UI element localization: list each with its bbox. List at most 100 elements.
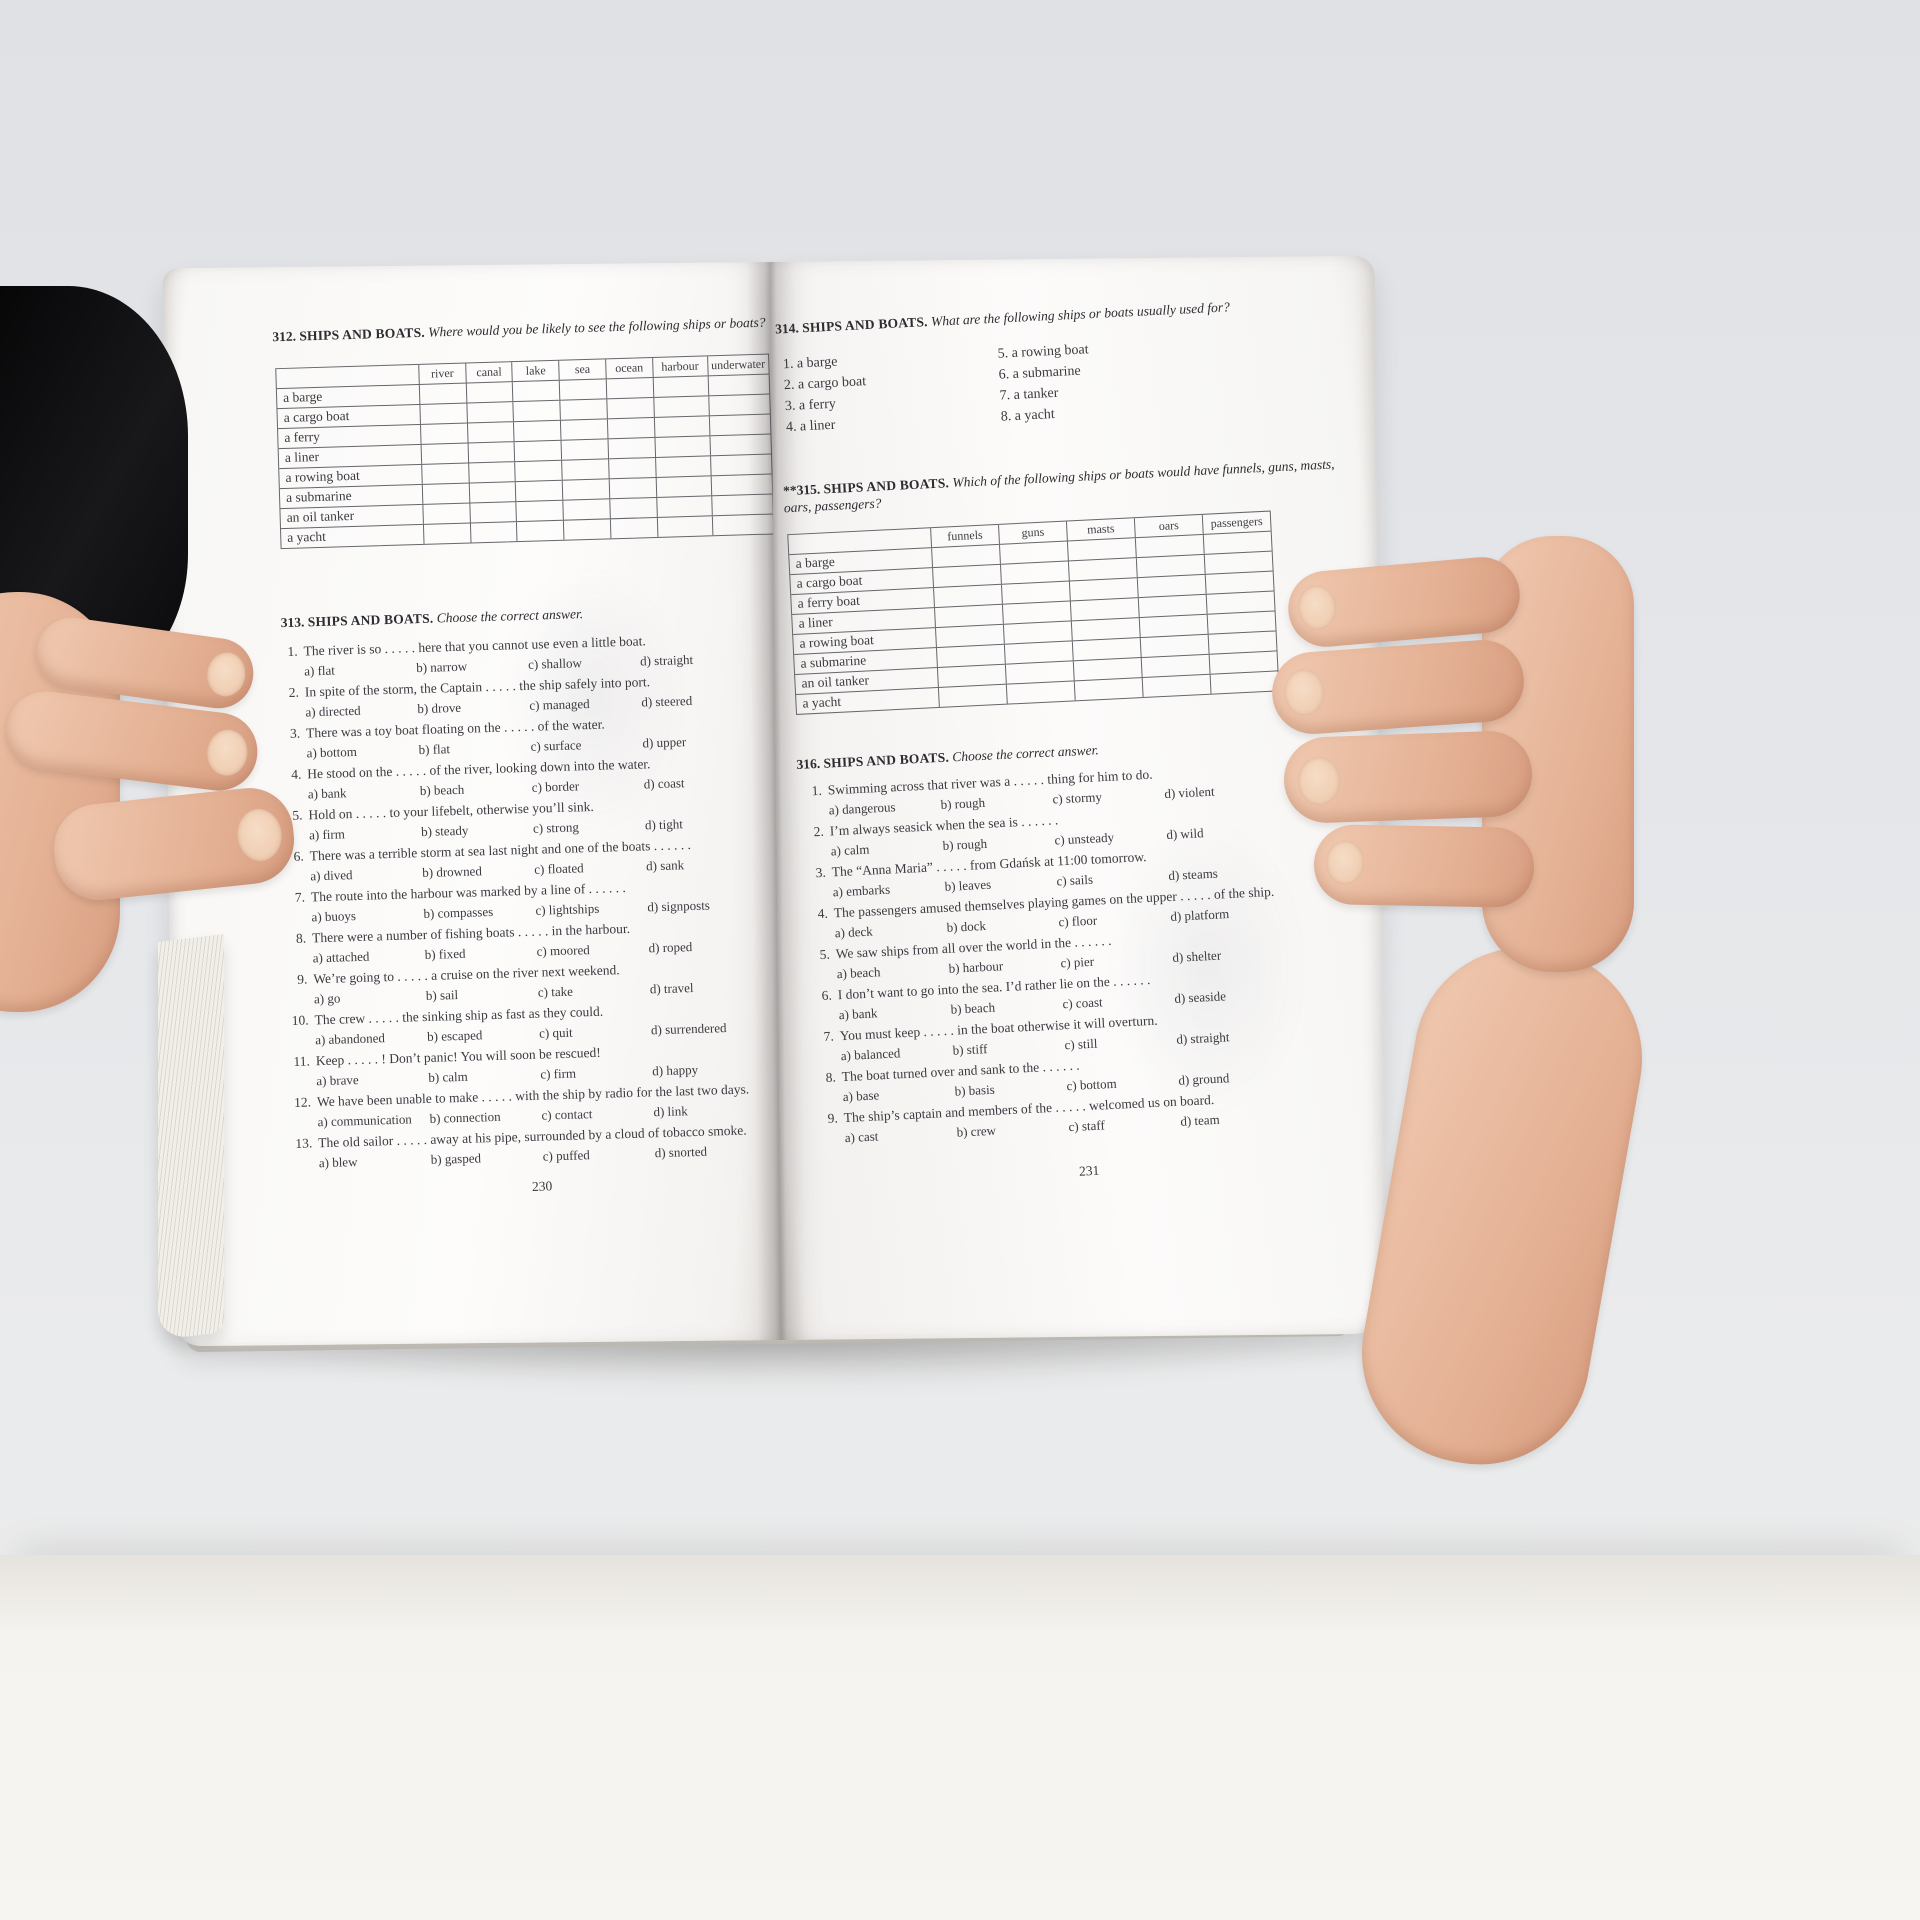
table-empty-cell [514, 440, 562, 462]
exercise-number: 312. [272, 328, 297, 345]
answer-option: b) flat [418, 741, 451, 758]
question-number: 3. [815, 864, 827, 881]
answer-option: d) wild [1165, 825, 1204, 843]
answer-option: a) beach [836, 964, 881, 982]
table-empty-cell [1138, 614, 1208, 638]
question-number: 9. [827, 1110, 839, 1126]
question-sentence: There was a toy boat floating on the . .… [305, 716, 605, 741]
answer-option: c) take [537, 983, 574, 1000]
right-finger [1313, 824, 1535, 908]
table-empty-cell [1071, 638, 1141, 661]
answer-option: d) straight [1176, 1029, 1230, 1047]
answer-option: a) balanced [840, 1045, 901, 1064]
table-column-header: passengers [1201, 511, 1271, 534]
answer-option: b) connection [429, 1108, 501, 1126]
answer-option: d) steams [1168, 865, 1219, 883]
table-column-header: oars [1133, 514, 1203, 538]
list-item: 8. a yacht [1000, 406, 1056, 425]
answer-option: b) gasped [430, 1150, 482, 1167]
table-empty-cell [469, 522, 517, 543]
table-empty-cell [466, 402, 514, 423]
table-column-header: ocean [605, 358, 653, 379]
answer-option: d) violent [1163, 783, 1215, 802]
exercise-title: SHIPS AND BOATS. [823, 475, 950, 497]
answer-option: a) bank [838, 1005, 878, 1023]
answer-option: a) embarks [832, 881, 891, 900]
question-number: 1. [811, 782, 823, 799]
answer-option: b) steady [420, 822, 469, 840]
table-empty-cell [608, 477, 656, 499]
fingernail [234, 806, 285, 864]
answer-option: d) snorted [654, 1143, 708, 1161]
question-number: 4. [817, 905, 829, 922]
table-empty-cell [606, 417, 655, 439]
table-column-header: guns [998, 521, 1067, 544]
table-empty-cell [515, 500, 564, 522]
table-empty-cell [418, 383, 467, 404]
answer-option: a) buoys [311, 908, 357, 925]
table-empty-cell [935, 624, 1004, 648]
table-empty-cell [467, 462, 516, 483]
table-empty-cell [560, 419, 608, 440]
answer-option: b) rough [942, 835, 988, 853]
fingernail [1296, 584, 1339, 632]
table-empty-cell [1069, 598, 1139, 621]
question-number: 6. [821, 987, 833, 1004]
table-empty-cell [656, 516, 713, 537]
exercise-313-questions: 1. The river is so . . . . . here that yo… [273, 629, 794, 1177]
table-empty-cell [1073, 678, 1143, 701]
table-empty-cell [514, 460, 562, 482]
answer-option: c) pier [1060, 953, 1095, 971]
table-empty-cell [654, 436, 710, 457]
table-empty-cell [563, 519, 611, 540]
answer-option: d) roped [648, 939, 693, 956]
table-empty-cell [608, 457, 656, 479]
table-empty-cell [467, 442, 515, 463]
left-hand [0, 592, 312, 1018]
table-empty-cell [937, 684, 1007, 707]
table-empty-cell [512, 400, 561, 422]
answer-option: a) abandoned [314, 1030, 386, 1048]
answer-option: b) rough [940, 794, 986, 813]
table-empty-cell [1136, 574, 1206, 598]
table-empty-cell [421, 463, 469, 484]
table-empty-cell [1001, 601, 1071, 624]
table-empty-cell [422, 523, 471, 544]
table-empty-cell [558, 379, 607, 400]
table-empty-cell [1134, 534, 1204, 558]
table-empty-cell [559, 399, 607, 420]
right-wrist [1344, 930, 1660, 1482]
answer-option: d) shelter [1172, 947, 1222, 965]
answer-option: d) straight [639, 651, 694, 669]
answer-option: d) link [653, 1103, 688, 1120]
open-book: 312. SHIPS AND BOATS. Where would you be… [162, 255, 1386, 1347]
answer-option: c) shallow [527, 655, 583, 672]
answer-option: a) deck [834, 923, 873, 941]
table-empty-cell [1140, 654, 1210, 678]
answer-option: c) floated [534, 860, 584, 877]
question-number: 8. [825, 1069, 837, 1085]
answer-option: b) drowned [422, 863, 483, 881]
table-empty-cell [1141, 674, 1211, 698]
table-empty-cell [932, 564, 1001, 588]
exercise-prompt: What are the following ships or boats us… [930, 299, 1231, 329]
answer-option: d) seaside [1174, 988, 1227, 1006]
answer-option: c) staff [1068, 1117, 1106, 1135]
answer-option: b) stiff [952, 1041, 988, 1058]
table-empty-cell [935, 644, 1005, 668]
answer-option: c) floor [1058, 912, 1098, 930]
table-empty-cell [606, 398, 654, 419]
table-column-header: river [418, 363, 466, 384]
answer-option: b) escaped [426, 1027, 483, 1044]
table-empty-cell [419, 423, 468, 444]
table-empty-cell [933, 584, 1002, 608]
answer-option: c) surface [530, 737, 582, 754]
answer-option: d) upper [642, 734, 687, 751]
answer-option: c) moored [536, 942, 590, 959]
question-sentence: Hold on . . . . . to your lifebelt, othe… [308, 798, 594, 823]
right-hand [1262, 528, 1660, 1482]
table-empty-cell [652, 376, 708, 398]
question-number: 11. [293, 1053, 311, 1069]
table-empty-cell [422, 503, 470, 524]
